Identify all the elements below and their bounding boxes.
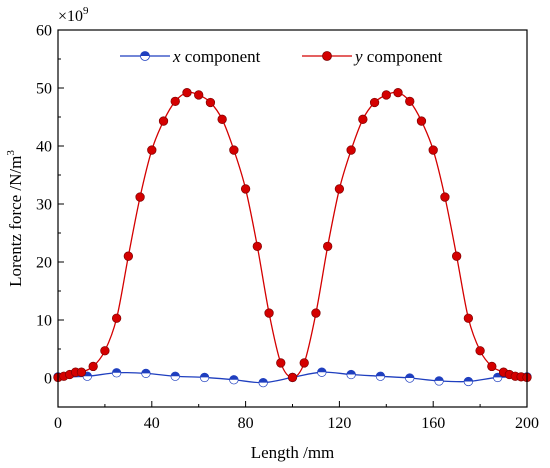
x-tick-label: 200	[515, 415, 539, 432]
x-tick-label: 160	[421, 415, 445, 432]
legend-item-x: x component	[120, 47, 261, 66]
data-point-x-fill	[200, 373, 209, 378]
data-point-y	[194, 90, 204, 100]
data-point-y	[323, 241, 333, 251]
y-multiplier: ×109	[58, 5, 89, 25]
data-point-x-fill	[258, 378, 268, 383]
data-point-y	[475, 346, 485, 356]
data-point-y	[428, 145, 438, 155]
y-tick-label: 40	[36, 139, 52, 156]
data-point-y	[440, 192, 450, 202]
data-point-y	[147, 145, 157, 155]
data-point-x-fill	[405, 373, 415, 378]
data-point-y	[182, 87, 192, 98]
data-point-y	[135, 192, 145, 202]
data-point-y	[346, 145, 356, 155]
data-point-y	[100, 346, 110, 356]
data-point-y	[264, 308, 274, 318]
x-tick-label: 120	[327, 415, 351, 432]
legend-label-y: y component	[353, 47, 443, 66]
y-axis-title-main: Lorentz force /N/m	[6, 156, 25, 287]
y-tick-label: 0	[44, 371, 52, 388]
data-point-x-fill	[141, 369, 151, 374]
data-point-y	[205, 97, 216, 108]
x-tick-label: 0	[54, 415, 62, 432]
y-axis-title: Lorentz force /N/m3	[5, 150, 25, 287]
series-line-1	[58, 91, 527, 379]
data-point-y	[123, 251, 134, 261]
data-point-y	[158, 116, 169, 126]
data-point-y	[416, 116, 427, 126]
legend: x component y component	[120, 47, 443, 66]
plot-frame	[57, 29, 528, 408]
y-axis-title-sup: 3	[5, 150, 17, 156]
y-multiplier-exp: 9	[83, 5, 89, 17]
data-point-y	[334, 184, 345, 194]
data-point-y	[369, 97, 380, 108]
data-point-y	[240, 184, 251, 194]
data-point-y	[76, 367, 87, 377]
data-point-y	[217, 114, 227, 124]
data-point-y	[299, 358, 309, 368]
data-point-y	[463, 313, 474, 323]
data-point-y	[311, 308, 321, 318]
legend-item-y: y component	[302, 47, 443, 66]
data-point-y	[358, 114, 368, 124]
data-point-y	[405, 96, 415, 106]
x-tick-label: 80	[238, 415, 254, 432]
data-point-y	[287, 372, 298, 383]
data-point-x-fill	[112, 368, 121, 373]
series-layer	[58, 91, 527, 384]
data-point-y	[276, 358, 286, 368]
y-tick-label: 10	[36, 313, 52, 330]
y-tick-label: 50	[36, 81, 52, 98]
legend-marker-y	[322, 51, 332, 61]
data-point-x-fill	[317, 367, 327, 373]
data-point-x-fill	[434, 376, 444, 381]
y-tick-label: 60	[36, 23, 52, 40]
legend-marker-x-fill	[140, 51, 150, 56]
data-point-y	[170, 96, 180, 106]
x-tick-label: 40	[144, 415, 160, 432]
data-point-y	[487, 361, 497, 372]
data-point-y	[252, 241, 262, 251]
data-point-y	[111, 313, 122, 323]
data-point-y	[452, 251, 462, 261]
data-point-y	[229, 145, 239, 155]
data-point-y	[381, 90, 391, 100]
data-point-x-fill	[229, 375, 239, 380]
y-multiplier-base: ×10	[58, 8, 83, 25]
marker-layer	[53, 87, 532, 388]
data-point-x-fill	[376, 371, 385, 377]
y-tick-label: 20	[36, 255, 52, 272]
data-point-y	[393, 87, 403, 98]
data-point-y	[88, 361, 98, 372]
data-point-x-fill	[346, 370, 356, 375]
y-tick-label: 30	[36, 197, 52, 214]
axes-layer: 0 40 80 120 160 200 0 10 20 30 40 50 60	[36, 23, 539, 433]
data-point-x-fill	[170, 371, 180, 377]
x-axis-title: Length /mm	[251, 443, 335, 462]
data-point-x-fill	[464, 377, 473, 382]
legend-label-x: x component	[172, 47, 261, 66]
